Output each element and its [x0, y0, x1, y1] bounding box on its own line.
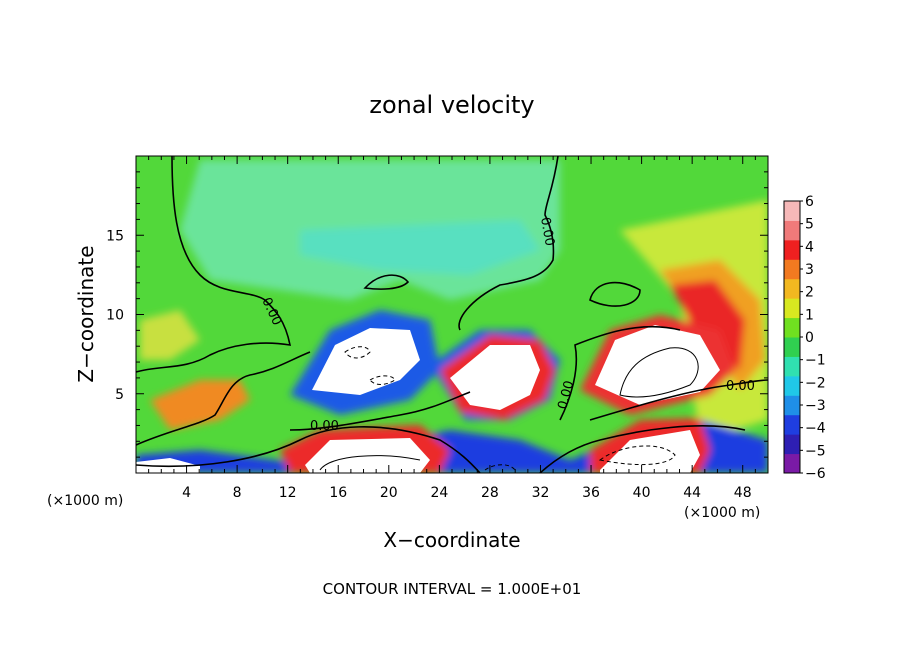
- contour-island-1: [363, 274, 410, 290]
- y-axis-label: Z−coordinate: [74, 245, 98, 382]
- x-tick-label: 36: [582, 485, 600, 501]
- colorbar-label: 1: [805, 307, 814, 323]
- contour-upper-left: [136, 156, 292, 373]
- x-tick-label: 12: [279, 485, 297, 501]
- x-axis-ticks: 4 8 12 16 20 24 28 32 36 40 44 48: [148, 156, 756, 501]
- colorbar-swatch: [784, 434, 800, 455]
- x-tick-label: 4: [182, 485, 191, 501]
- colorbar-label: −4: [805, 421, 826, 437]
- colorbar-swatch: [784, 201, 800, 221]
- x-tick-label: 48: [734, 485, 752, 501]
- colorbar-swatch: [784, 239, 800, 260]
- field-white-core-5: [600, 430, 700, 473]
- contour-dashed-1: [344, 346, 371, 359]
- field-left-yellow: [140, 310, 200, 360]
- contour-dashed-4: [484, 464, 516, 471]
- field-upper-teal: [300, 220, 540, 275]
- colorbar-label: 4: [805, 239, 814, 255]
- colorbar-label: −2: [805, 375, 826, 391]
- x-tick-label: 32: [532, 485, 550, 501]
- contour-label-3: 0.00: [537, 216, 557, 247]
- y-tick-label: 5: [115, 387, 124, 403]
- zero-contours: [136, 156, 768, 473]
- colorbar-swatch: [784, 298, 800, 319]
- colorbar-label: −3: [805, 398, 826, 414]
- x-axis-label: X−coordinate: [383, 528, 520, 552]
- contour-zero-label-line: [289, 391, 471, 431]
- contour-inner-right: [619, 347, 699, 398]
- y-axis-ticks: 5 10 15: [106, 171, 768, 458]
- colorbar-label: 2: [805, 285, 814, 301]
- colorbar-swatch: [784, 317, 800, 338]
- colorbar-swatch: [784, 278, 800, 299]
- contour-label-4: 0.00: [555, 379, 577, 411]
- contour-mid: [136, 351, 311, 446]
- negative-contours: [344, 346, 676, 471]
- colorbar-label: −6: [805, 466, 826, 482]
- contour-right: [559, 325, 681, 421]
- chart-title: zonal velocity: [369, 91, 534, 119]
- contour-lower-right: [589, 379, 768, 421]
- y-tick-label: 10: [106, 308, 124, 324]
- colorbar: 6 5 4 3 2 1 0 −1 −2 −3 −4 −5 −6: [783, 194, 826, 482]
- y-tick-label: 15: [106, 228, 124, 244]
- colorbar-label: 5: [805, 217, 814, 233]
- x-tick-label: 44: [683, 485, 701, 501]
- colorbar-swatch: [784, 356, 800, 377]
- colorbar-label: 6: [805, 194, 814, 210]
- field-white-core-2: [450, 345, 540, 410]
- contour-bottom-right: [539, 425, 746, 473]
- contour-label-5: 0.00: [726, 379, 755, 394]
- contour-upper-right: [458, 156, 559, 331]
- contour-interval: CONTOUR INTERVAL = 1.000E+01: [323, 580, 582, 598]
- colorbar-swatch: [784, 337, 800, 357]
- colorbar-label: −1: [805, 353, 826, 369]
- x-tick-label: 8: [233, 485, 242, 501]
- colorbar-label: −5: [805, 443, 826, 459]
- colorbar-swatch: [784, 259, 800, 280]
- colorbar-swatch: [784, 414, 800, 435]
- x-tick-label: 40: [633, 485, 651, 501]
- colorbar-swatch: [784, 220, 800, 241]
- colorbar-swatch: [784, 395, 800, 416]
- colorbar-label: 3: [805, 262, 814, 278]
- contour-inner-bottom: [319, 455, 421, 471]
- contour-island-2: [589, 281, 641, 307]
- contour-label-2: 0.00: [310, 419, 339, 434]
- x-unit-right: (×1000 m): [684, 505, 760, 521]
- colorbar-swatch: [784, 453, 800, 474]
- contour-labels: 0.00 0.00 0.00 0.00 0.00: [258, 216, 755, 434]
- x-unit-left: (×1000 m): [47, 493, 123, 509]
- x-tick-label: 20: [380, 485, 398, 501]
- x-tick-label: 16: [329, 485, 347, 501]
- colorbar-label: 0: [805, 330, 814, 346]
- x-tick-label: 28: [481, 485, 499, 501]
- contour-dashed-2: [369, 375, 396, 385]
- field-left-orange: [150, 380, 250, 430]
- velocity-field: [136, 156, 768, 473]
- x-tick-label: 24: [430, 485, 448, 501]
- contour-dashed-3: [598, 445, 676, 466]
- colorbar-swatch: [784, 375, 800, 396]
- contour-bottom: [136, 426, 481, 473]
